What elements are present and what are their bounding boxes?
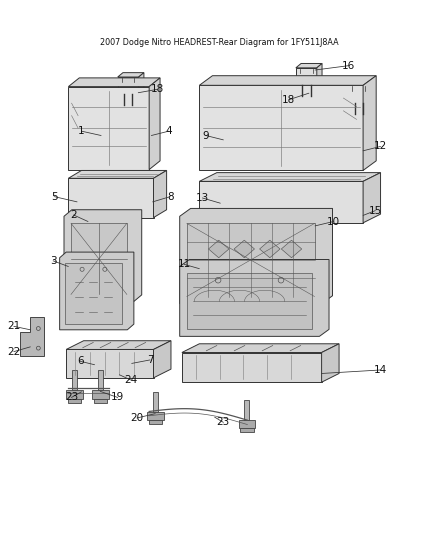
Bar: [148, 420, 162, 424]
Polygon shape: [317, 63, 322, 85]
Polygon shape: [296, 63, 322, 68]
Text: 15: 15: [369, 206, 382, 216]
Text: 11: 11: [177, 260, 191, 269]
Polygon shape: [182, 344, 339, 352]
Text: 19: 19: [111, 392, 124, 402]
Text: 4: 4: [166, 126, 172, 136]
Text: 23: 23: [65, 392, 78, 402]
Polygon shape: [180, 260, 329, 336]
Text: 5: 5: [51, 192, 58, 201]
Polygon shape: [180, 208, 332, 304]
Polygon shape: [60, 252, 134, 330]
Bar: [94, 399, 107, 403]
Bar: [147, 411, 163, 420]
Polygon shape: [363, 76, 376, 171]
Polygon shape: [199, 173, 381, 181]
Polygon shape: [281, 262, 302, 280]
Title: 2007 Dodge Nitro HEADREST-Rear Diagram for 1FY511J8AA: 2007 Dodge Nitro HEADREST-Rear Diagram f…: [100, 38, 338, 47]
Text: 6: 6: [77, 356, 84, 366]
Polygon shape: [208, 262, 229, 280]
Text: 22: 22: [7, 346, 21, 357]
Text: 18: 18: [151, 84, 165, 94]
Polygon shape: [296, 68, 317, 85]
Bar: [71, 223, 127, 294]
Polygon shape: [234, 240, 254, 258]
Text: 21: 21: [7, 321, 21, 332]
Polygon shape: [208, 240, 229, 258]
Polygon shape: [68, 171, 166, 179]
Text: 10: 10: [327, 216, 340, 227]
Text: 14: 14: [374, 365, 387, 375]
Polygon shape: [153, 171, 166, 217]
Text: 18: 18: [282, 95, 296, 104]
Polygon shape: [281, 240, 302, 258]
Text: 13: 13: [196, 193, 209, 203]
Polygon shape: [234, 262, 254, 280]
Polygon shape: [260, 262, 280, 280]
Text: 23: 23: [217, 417, 230, 427]
Text: 9: 9: [203, 131, 209, 141]
Bar: [239, 419, 255, 428]
Polygon shape: [363, 173, 381, 223]
Polygon shape: [321, 344, 339, 382]
Polygon shape: [199, 181, 363, 223]
Text: 20: 20: [131, 413, 144, 423]
Polygon shape: [260, 240, 280, 258]
Bar: [187, 273, 312, 329]
Bar: [98, 370, 103, 390]
Bar: [153, 392, 158, 411]
Text: 2: 2: [70, 210, 77, 220]
Bar: [187, 223, 314, 296]
Text: 7: 7: [147, 355, 153, 365]
Text: 8: 8: [167, 192, 173, 201]
Text: 16: 16: [342, 61, 355, 71]
Polygon shape: [118, 72, 144, 77]
Polygon shape: [118, 77, 139, 94]
Polygon shape: [68, 78, 160, 87]
Bar: [92, 390, 109, 399]
Polygon shape: [182, 352, 321, 382]
Bar: [66, 390, 83, 399]
Polygon shape: [64, 210, 142, 302]
Bar: [65, 263, 122, 325]
Text: 12: 12: [374, 141, 387, 151]
Polygon shape: [20, 317, 44, 356]
Bar: [68, 399, 81, 403]
Polygon shape: [199, 76, 376, 85]
Polygon shape: [149, 78, 160, 169]
Polygon shape: [66, 350, 153, 378]
Bar: [244, 400, 249, 419]
Text: 1: 1: [78, 126, 85, 136]
Text: 3: 3: [50, 256, 57, 266]
Text: 24: 24: [124, 375, 138, 385]
Polygon shape: [348, 81, 374, 85]
Polygon shape: [153, 341, 171, 378]
Bar: [72, 370, 77, 390]
Polygon shape: [139, 72, 144, 94]
Polygon shape: [369, 81, 374, 103]
Bar: [240, 428, 254, 432]
Polygon shape: [348, 85, 369, 103]
Polygon shape: [66, 341, 171, 350]
Polygon shape: [68, 179, 153, 217]
Polygon shape: [199, 85, 363, 171]
Polygon shape: [68, 87, 149, 169]
